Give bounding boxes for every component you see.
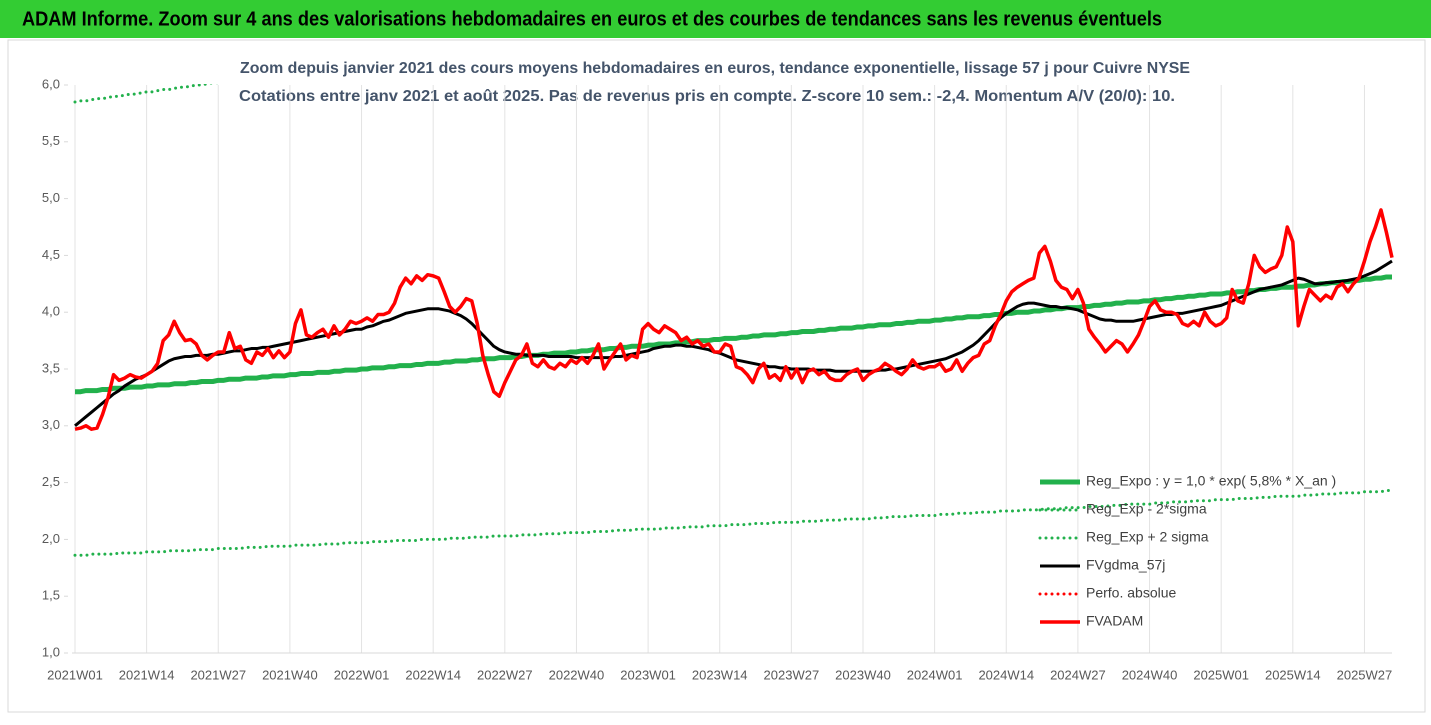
series-line xyxy=(73,489,1394,557)
y-tick-label: 2,0 xyxy=(42,531,60,546)
x-tick-label: 2024W27 xyxy=(1050,667,1106,682)
x-tick-label: 2021W01 xyxy=(47,667,103,682)
x-tick-label: 2023W27 xyxy=(764,667,820,682)
y-tick-label: 2,5 xyxy=(42,474,60,489)
y-tick-label: 1,0 xyxy=(42,644,60,659)
x-tick-label: 2022W40 xyxy=(549,667,605,682)
plot-area xyxy=(73,84,1394,557)
y-tick-label: 6,0 xyxy=(42,76,60,91)
x-tick-label: 2023W40 xyxy=(835,667,891,682)
chart-title: Zoom depuis janvier 2021 des cours moyen… xyxy=(240,60,1190,77)
chart-frame xyxy=(7,39,1426,713)
legend-label: FVADAM xyxy=(1086,613,1143,629)
legend-label: FVgdma_57j xyxy=(1086,557,1165,573)
x-tick-label: 2024W14 xyxy=(978,667,1034,682)
legend-label: Reg_Exp - 2*sigma xyxy=(1086,501,1207,517)
y-tick-label: 5,0 xyxy=(42,190,60,205)
series-line xyxy=(74,208,1394,431)
chart-subtitle: Cotations entre janv 2021 et août 2025. … xyxy=(239,88,1175,105)
x-tick-label: 2022W27 xyxy=(477,667,533,682)
header-title: ADAM Informe. Zoom sur 4 ans des valoris… xyxy=(22,8,1162,30)
x-tick-label: 2021W40 xyxy=(262,667,318,682)
x-tick-label: 2024W01 xyxy=(907,667,963,682)
x-tick-label: 2025W27 xyxy=(1337,667,1393,682)
x-tick-label: 2025W01 xyxy=(1193,667,1249,682)
x-tick-label: 2023W01 xyxy=(620,667,676,682)
legend-label: Reg_Exp + 2 sigma xyxy=(1086,529,1209,545)
y-tick-label: 1,5 xyxy=(42,588,60,603)
y-tick-label: 5,5 xyxy=(42,133,60,148)
y-tick-label: 3,0 xyxy=(42,417,60,432)
x-tick-label: 2021W27 xyxy=(190,667,246,682)
legend-label: Reg_Expo : y = 1,0 * exp( 5,8% * X_an ) xyxy=(1086,473,1336,489)
x-tick-label: 2023W14 xyxy=(692,667,748,682)
x-tick-label: 2021W14 xyxy=(119,667,175,682)
legend-label: Perfo. absolue xyxy=(1086,585,1176,601)
header-bar xyxy=(0,0,1431,38)
x-tick-label: 2022W01 xyxy=(334,667,390,682)
series-line xyxy=(75,274,1392,395)
y-tick-label: 4,0 xyxy=(42,304,60,319)
y-tick-label: 3,5 xyxy=(42,360,60,375)
x-tick-label: 2024W40 xyxy=(1122,667,1178,682)
x-tick-label: 2025W14 xyxy=(1265,667,1321,682)
x-tick-label: 2022W14 xyxy=(405,667,461,682)
y-tick-label: 4,5 xyxy=(42,247,60,262)
